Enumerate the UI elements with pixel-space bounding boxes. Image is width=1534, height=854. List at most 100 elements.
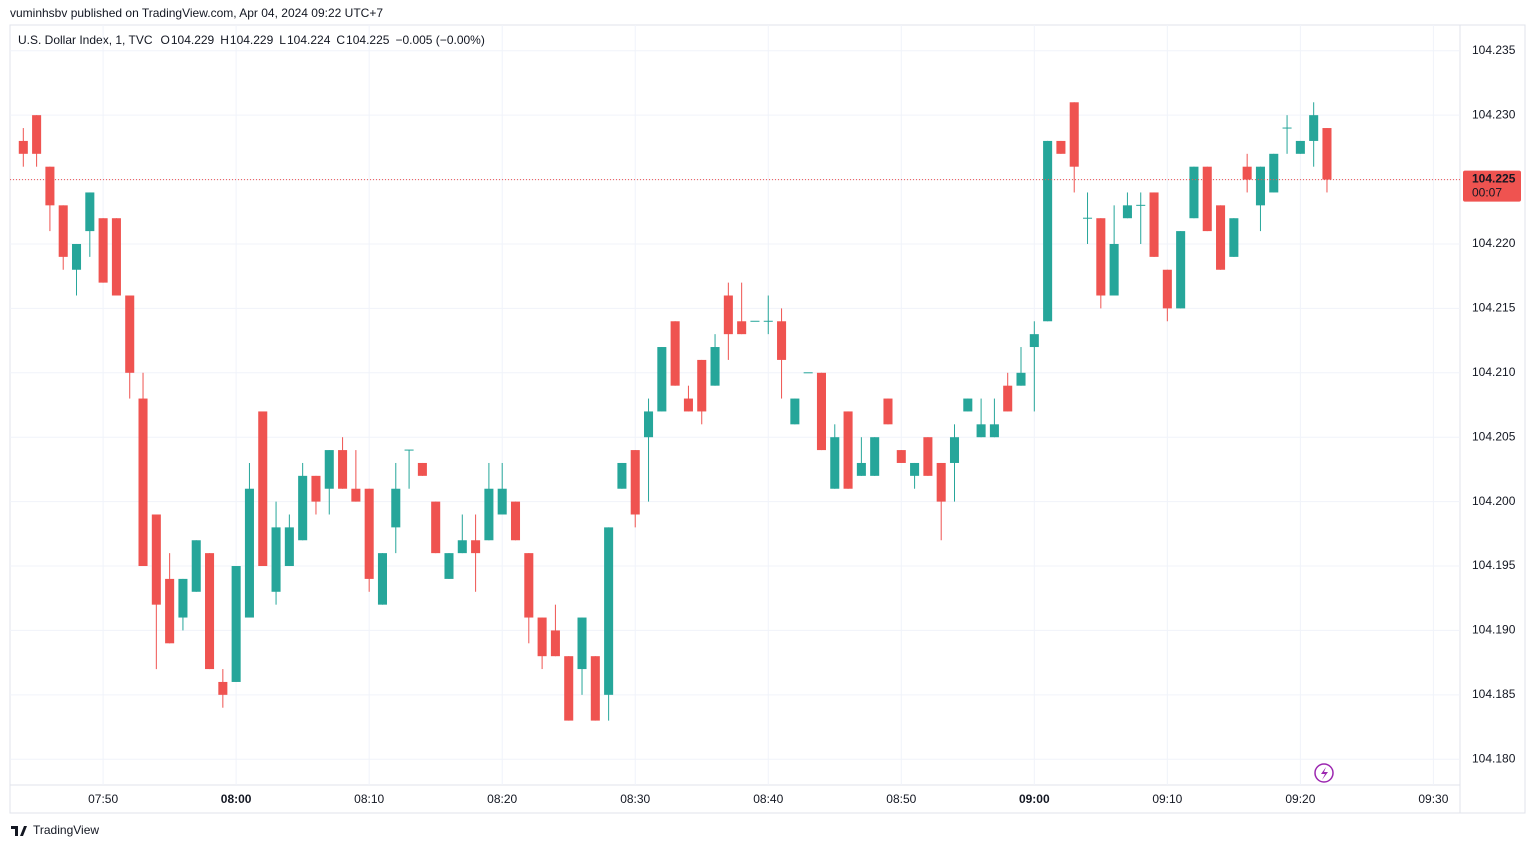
- candle-body: [125, 295, 135, 373]
- candle-body: [431, 501, 441, 554]
- x-tick-label: 09:10: [1152, 792, 1182, 806]
- candle-body: [1122, 205, 1132, 219]
- x-tick-label: 08:40: [753, 792, 783, 806]
- candle-body: [923, 437, 933, 476]
- candle-body: [497, 488, 507, 515]
- candle-body: [590, 656, 600, 721]
- candle-body: [710, 347, 720, 386]
- candle-body: [471, 540, 481, 554]
- candle-body: [151, 514, 161, 605]
- y-tick-label: 104.235: [1472, 43, 1516, 57]
- candle-body: [284, 527, 294, 567]
- candle-body: [683, 398, 693, 412]
- candle-body: [790, 398, 800, 425]
- candle-body: [750, 320, 760, 322]
- candle-body: [763, 320, 773, 322]
- candle-body: [1176, 231, 1186, 309]
- candle-body: [550, 630, 560, 657]
- candle-body: [298, 475, 308, 541]
- alert-icon[interactable]: [1314, 763, 1334, 783]
- candle-body: [604, 527, 614, 695]
- axes: 104.180 104.185 104.190 104.195 104.200 104.2…: [88, 43, 1521, 806]
- x-tick-label: 09:00: [1019, 792, 1050, 806]
- publisher: vuminhsbv published on TradingView.com, …: [10, 6, 383, 20]
- candle-body: [976, 424, 986, 438]
- candle-body: [244, 488, 254, 618]
- countdown-label: 00:07: [1472, 186, 1502, 200]
- grid: [10, 25, 1460, 785]
- x-tick-label: 08:50: [886, 792, 916, 806]
- candle-body: [311, 475, 321, 502]
- legend-item: 104.229: [230, 33, 274, 47]
- candle-body: [1029, 334, 1039, 348]
- candle-body: [351, 488, 361, 502]
- candle-body: [1269, 153, 1279, 193]
- legend-item: H: [220, 33, 229, 47]
- x-tick-label: 08:10: [354, 792, 384, 806]
- y-tick-label: 104.220: [1472, 236, 1516, 250]
- candle-body: [697, 359, 707, 412]
- legend: U.S. Dollar Index, 1, TVC O 104.229 H 104.22…: [18, 33, 485, 47]
- candle-body: [1322, 128, 1332, 180]
- candle-body: [883, 398, 893, 425]
- candle-body: [1083, 217, 1093, 219]
- candles: [10, 102, 1460, 721]
- candle-body: [484, 488, 494, 541]
- candle-body: [111, 218, 121, 296]
- candle-body: [537, 617, 547, 657]
- x-tick-label: 07:50: [88, 792, 118, 806]
- y-tick-label: 104.230: [1472, 107, 1516, 121]
- candle-body: [1069, 102, 1079, 167]
- y-tick-label: 104.200: [1472, 494, 1516, 508]
- candle-body: [1255, 166, 1265, 206]
- y-tick-label: 104.205: [1472, 429, 1516, 443]
- candle-body: [949, 437, 960, 463]
- candle-body: [1202, 166, 1212, 232]
- legend-item: C: [336, 33, 345, 47]
- legend-item: O: [161, 33, 170, 47]
- candle-body: [1003, 385, 1013, 412]
- candle-body: [231, 566, 241, 682]
- candle-body: [617, 462, 627, 489]
- candle-body: [98, 218, 108, 283]
- candle-body: [1016, 372, 1026, 386]
- alert-bolt: [1321, 767, 1328, 780]
- candle-body: [777, 321, 787, 360]
- candle-body: [138, 398, 148, 567]
- y-tick-label: 104.190: [1472, 623, 1516, 637]
- x-tick-label: 08:20: [487, 792, 517, 806]
- candle-body: [564, 656, 574, 721]
- candle-body: [444, 553, 454, 579]
- candle-body: [870, 437, 880, 476]
- candle-body: [205, 553, 215, 670]
- candle-body: [165, 578, 175, 644]
- candle-body: [1096, 218, 1106, 296]
- candle-body: [324, 450, 334, 489]
- candle-body: [1295, 140, 1305, 154]
- candle-body: [364, 488, 374, 579]
- candle-body: [271, 527, 281, 592]
- candle-body: [644, 411, 654, 438]
- pane-border: [9, 24, 1526, 814]
- candle-body: [338, 450, 348, 489]
- candle-body: [58, 205, 68, 257]
- candle-body: [191, 540, 201, 592]
- candle-body: [377, 553, 387, 605]
- legend-item: −0.005 (−0.00%): [395, 33, 484, 47]
- candle-body: [45, 166, 55, 206]
- candle-body: [1309, 115, 1319, 141]
- candle-body: [178, 578, 188, 618]
- candle-body: [843, 411, 853, 489]
- candle-body: [1162, 269, 1172, 309]
- y-tick-label: 104.195: [1472, 558, 1516, 572]
- candle-body: [391, 488, 401, 528]
- candle-body: [657, 347, 667, 412]
- candle-body: [1136, 204, 1146, 206]
- y-tick-label: 104.210: [1472, 365, 1516, 379]
- candle-body: [989, 424, 999, 438]
- y-tick-label: 104.215: [1472, 301, 1516, 315]
- candle-body: [32, 115, 42, 154]
- candle-body: [457, 540, 467, 554]
- candle-body: [1043, 140, 1053, 322]
